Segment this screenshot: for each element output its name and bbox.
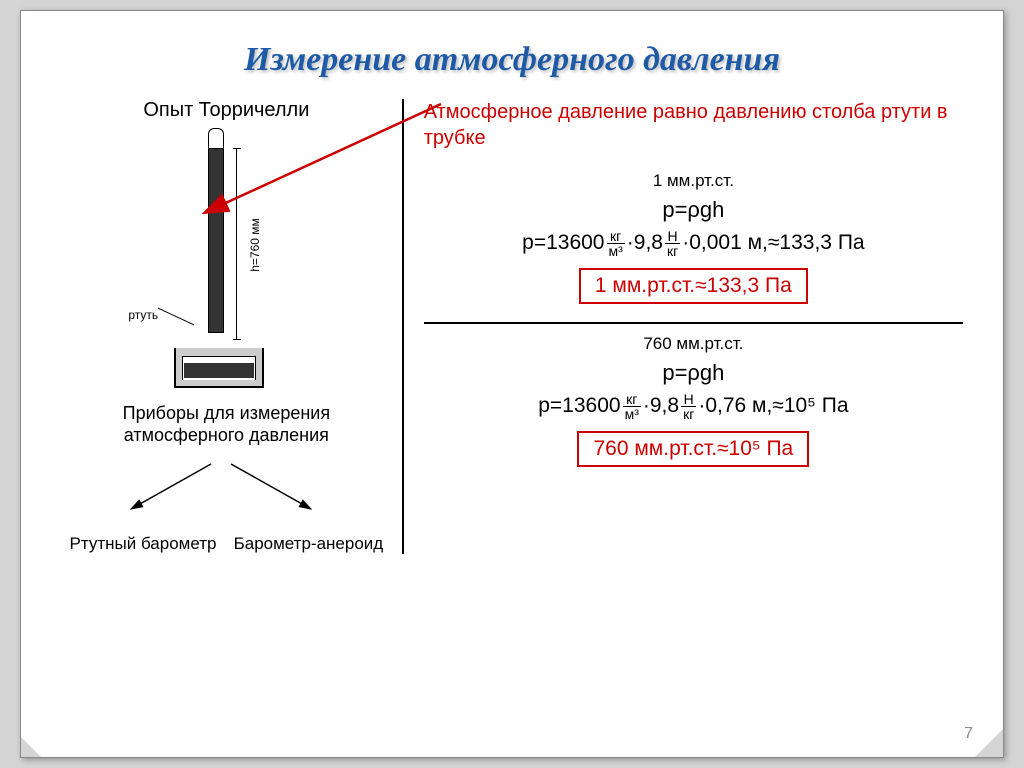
panel-1mm: 1 мм.рт.ст. p=ρgh p=13600кгм³·9,8Нкг·0,0… [424,161,963,324]
red-pointer-arrow [191,94,471,224]
panel2-result-box: 760 мм.рт.ст.≈10⁵ Па [577,431,809,467]
panel2-header: 760 мм.рт.ст. [424,334,963,354]
slide-title: Измерение атмосферного давления [61,41,963,79]
left-column: Опыт Торричелли h=760 мм ртуть Приборы д… [61,99,404,554]
content-grid: Опыт Торричелли h=760 мм ртуть Приборы д… [61,99,963,554]
panel1-calc: p=13600кгм³·9,8Нкг·0,001 м,≈133,3 Па [424,229,963,258]
definition-note: Атмосферное давление равно давлению стол… [424,99,963,151]
branch-arrows [61,459,392,529]
mercury-label: ртуть [128,308,158,322]
right-column: Атмосферное давление равно давлению стол… [404,99,963,554]
panel1-general-formula: p=ρgh [424,197,963,223]
slide-paper: Измерение атмосферного давления Опыт Тор… [20,10,1004,758]
instruments-caption: Приборы для измерения атмосферного давле… [61,403,392,446]
instrument-branches: Ртутный барометр Барометр-анероид [61,534,392,554]
branch-mercury-barometer: Ртутный барометр [70,534,217,554]
height-label: h=760 мм [248,218,262,272]
page-number: 7 [964,725,973,743]
panel2-calc: p=13600кгм³·9,8Нкг·0,76 м,≈10⁵ Па [424,392,963,421]
branch-aneroid-barometer: Барометр-анероид [234,534,384,554]
panel2-general-formula: p=ρgh [424,360,963,386]
panel1-header: 1 мм.рт.ст. [424,171,963,191]
panel1-result-box: 1 мм.рт.ст.≈133,3 Па [579,268,808,304]
panel-760mm: 760 мм.рт.ст. p=ρgh p=13600кгм³·9,8Нкг·0… [424,324,963,485]
